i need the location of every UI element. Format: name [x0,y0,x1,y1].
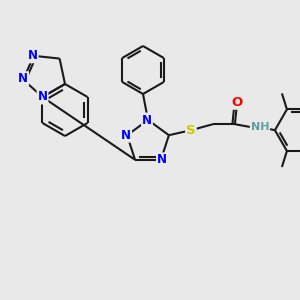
Text: N: N [157,153,167,166]
Text: N: N [18,72,28,85]
Text: N: N [142,113,152,127]
Text: S: S [186,124,196,137]
Text: N: N [28,50,38,62]
Text: N: N [38,91,47,103]
Text: N: N [121,129,131,142]
Text: O: O [231,96,242,109]
Text: NH: NH [251,122,269,132]
